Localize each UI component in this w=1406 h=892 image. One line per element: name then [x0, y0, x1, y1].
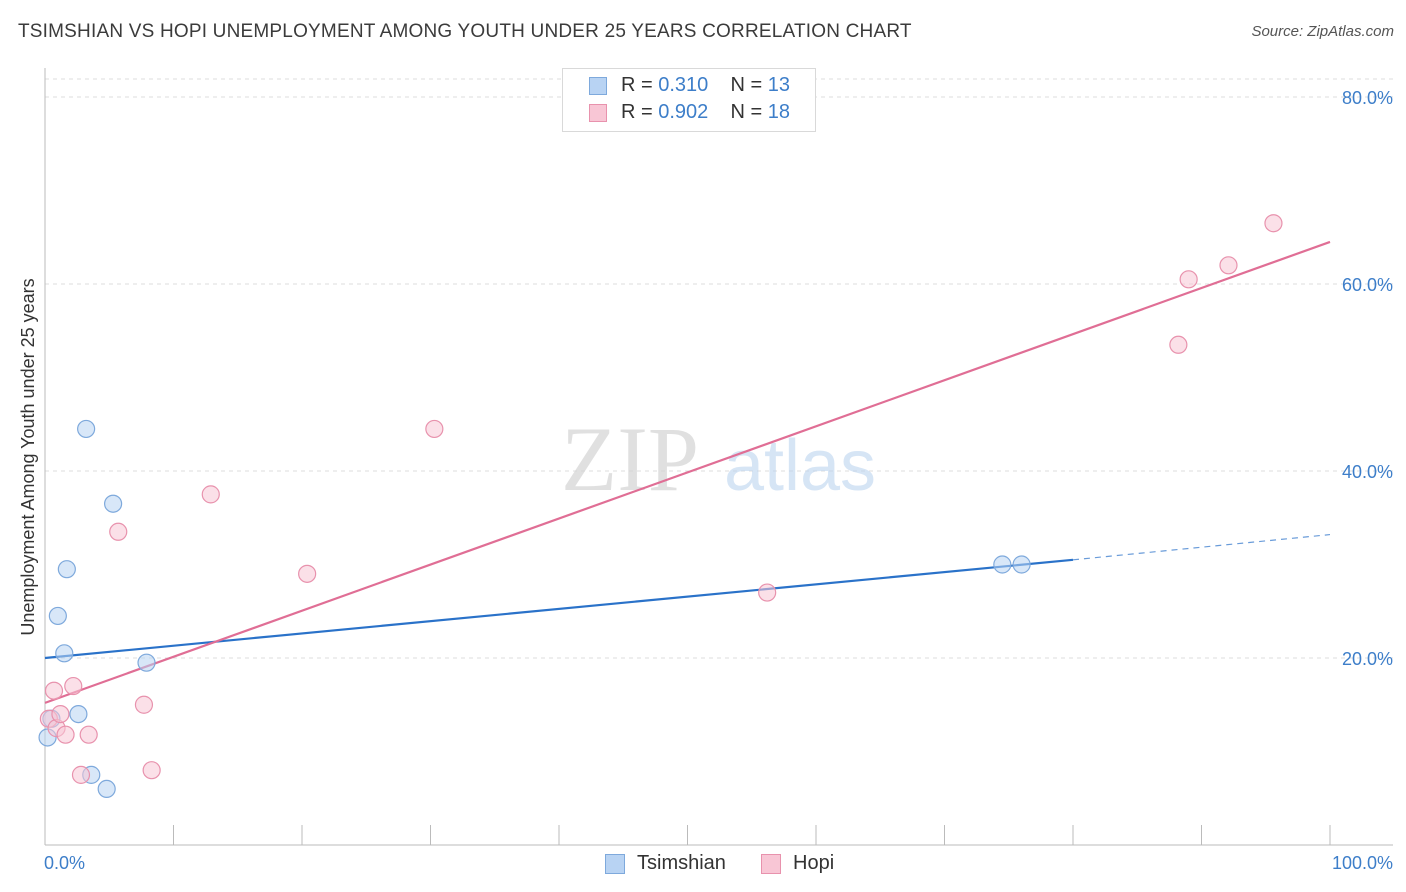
hopi-point-14 — [758, 583, 777, 602]
series-legend: Tsimshian Hopi — [0, 852, 1406, 878]
tick-labels: 20.0% 40.0% 60.0% 80.0% 0.0% 100.0% — [44, 88, 1393, 873]
source-label: Source: ZipAtlas.com — [1251, 23, 1394, 40]
hopi-point-5 — [64, 676, 83, 696]
hopi-point-17 — [1219, 256, 1238, 275]
chart-title: TSIMSHIAN VS HOPI UNEMPLOYMENT AMONG YOU… — [18, 21, 912, 42]
tsimshian-point-9 — [104, 494, 123, 513]
tsimshian-point-5 — [69, 704, 88, 724]
tsimshian-legend-swatch — [605, 854, 625, 874]
hopi-point-6 — [71, 765, 91, 784]
tsimshian-point-3 — [55, 644, 74, 663]
hopi-r-value: 0.902 — [658, 101, 709, 123]
data-points — [38, 214, 1283, 799]
hopi-legend-label: Hopi — [793, 852, 835, 874]
tsimshian-point-8 — [97, 779, 116, 799]
hopi-point-4 — [56, 725, 75, 744]
tsimshian-point-2 — [48, 606, 67, 626]
y-tick-label-40: 40.0% — [1342, 462, 1393, 482]
hopi-r-label: R = — [621, 101, 659, 123]
hopi-swatch — [589, 104, 607, 122]
watermark-zip: ZIP — [561, 408, 699, 510]
y-tick-label-20: 20.0% — [1342, 649, 1393, 669]
hopi-point-3 — [51, 704, 70, 724]
hopi-point-13 — [425, 419, 444, 439]
hopi-point-15 — [1169, 335, 1188, 354]
y-tick-label-80: 80.0% — [1342, 88, 1393, 108]
tsimshian-point-6 — [77, 419, 96, 439]
tsimshian-point-12 — [1012, 555, 1031, 574]
tsimshian-n-label: N = — [730, 74, 768, 96]
tsimshian-r-label: R = — [621, 74, 659, 96]
axes — [44, 68, 1393, 846]
y-axis-label: Unemployment Among Youth under 25 years — [18, 278, 38, 635]
tsimshian-legend-label: Tsimshian — [637, 852, 726, 874]
hopi-point-18 — [1264, 214, 1283, 233]
x-tick-label-min: 0.0% — [44, 853, 85, 873]
hopi-point-10 — [142, 761, 161, 780]
grid-lines — [45, 78, 1393, 659]
hopi-trend-line — [44, 240, 1331, 704]
tsimshian-trend-line — [44, 558, 1074, 660]
tsimshian-point-11 — [993, 555, 1012, 574]
tsimshian-r-value: 0.310 — [658, 74, 709, 96]
correlation-legend: R = 0.310 N = 13 R = 0.902 N = 18 — [562, 68, 816, 132]
hopi-point-8 — [109, 522, 128, 541]
watermark-atlas: atlas — [724, 426, 876, 506]
tsimshian-trend-extension — [1072, 533, 1331, 561]
y-tick-label-60: 60.0% — [1342, 275, 1393, 295]
hopi-n-value: 18 — [767, 101, 791, 123]
hopi-legend-swatch — [761, 854, 781, 874]
hopi-point-11 — [201, 485, 220, 504]
hopi-point-9 — [134, 695, 154, 714]
x-tick-label-max: 100.0% — [1332, 853, 1393, 873]
tsimshian-point-10 — [137, 653, 156, 672]
hopi-point-7 — [79, 725, 98, 744]
tsimshian-point-4 — [57, 560, 76, 579]
tsimshian-swatch — [589, 77, 607, 95]
trend-lines — [44, 240, 1331, 704]
hopi-point-12 — [298, 564, 317, 583]
hopi-n-label: N = — [730, 101, 768, 123]
hopi-point-1 — [44, 681, 64, 700]
tsimshian-n-value: 13 — [767, 74, 791, 96]
hopi-point-16 — [1179, 270, 1198, 289]
watermark: ZIP atlas — [561, 408, 876, 510]
